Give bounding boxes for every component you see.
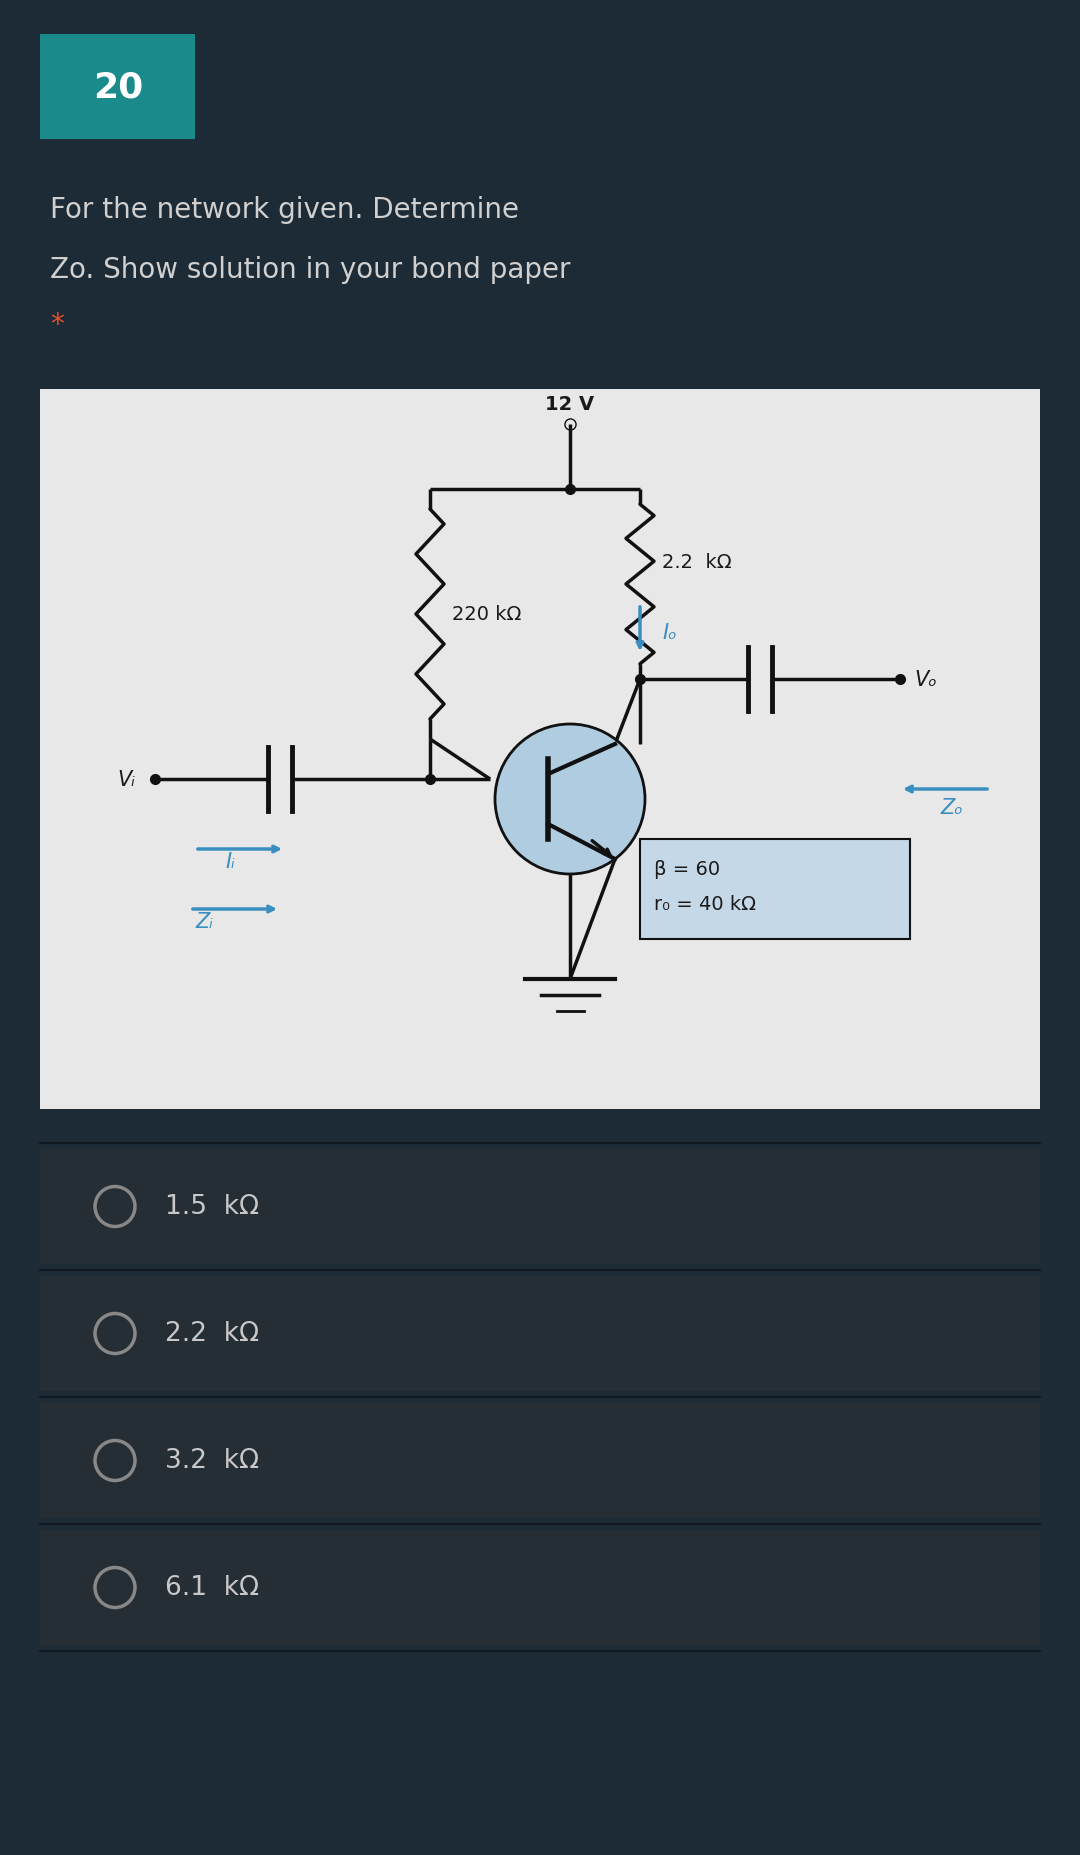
Text: For the network given. Determine: For the network given. Determine xyxy=(50,197,519,224)
Text: β = 60: β = 60 xyxy=(654,861,720,879)
Text: 3.2  kΩ: 3.2 kΩ xyxy=(165,1447,259,1473)
FancyBboxPatch shape xyxy=(40,390,1040,1109)
Text: Iₒ: Iₒ xyxy=(662,623,677,642)
Text: Vₒ: Vₒ xyxy=(914,670,936,690)
Text: *: * xyxy=(50,312,64,339)
Text: Iᵢ: Iᵢ xyxy=(225,851,234,872)
Text: Zₒ: Zₒ xyxy=(940,798,963,818)
Text: Zᵢ: Zᵢ xyxy=(195,911,213,931)
Text: 2.2  kΩ: 2.2 kΩ xyxy=(662,553,731,571)
FancyBboxPatch shape xyxy=(640,840,910,939)
FancyBboxPatch shape xyxy=(40,35,195,139)
FancyBboxPatch shape xyxy=(40,1402,1040,1517)
FancyBboxPatch shape xyxy=(40,1530,1040,1645)
Text: 20: 20 xyxy=(93,70,144,106)
FancyBboxPatch shape xyxy=(40,1276,1040,1391)
Text: Zo. Show solution in your bond paper: Zo. Show solution in your bond paper xyxy=(50,256,570,284)
Text: 6.1  kΩ: 6.1 kΩ xyxy=(165,1575,259,1601)
FancyBboxPatch shape xyxy=(40,1150,1040,1265)
Circle shape xyxy=(495,725,645,874)
Text: 2.2  kΩ: 2.2 kΩ xyxy=(165,1321,259,1347)
Text: Vᵢ: Vᵢ xyxy=(117,770,135,790)
Text: 1.5  kΩ: 1.5 kΩ xyxy=(165,1195,259,1221)
Text: 12 V: 12 V xyxy=(545,395,595,414)
Text: r₀ = 40 kΩ: r₀ = 40 kΩ xyxy=(654,894,756,915)
Text: 220 kΩ: 220 kΩ xyxy=(453,605,522,623)
